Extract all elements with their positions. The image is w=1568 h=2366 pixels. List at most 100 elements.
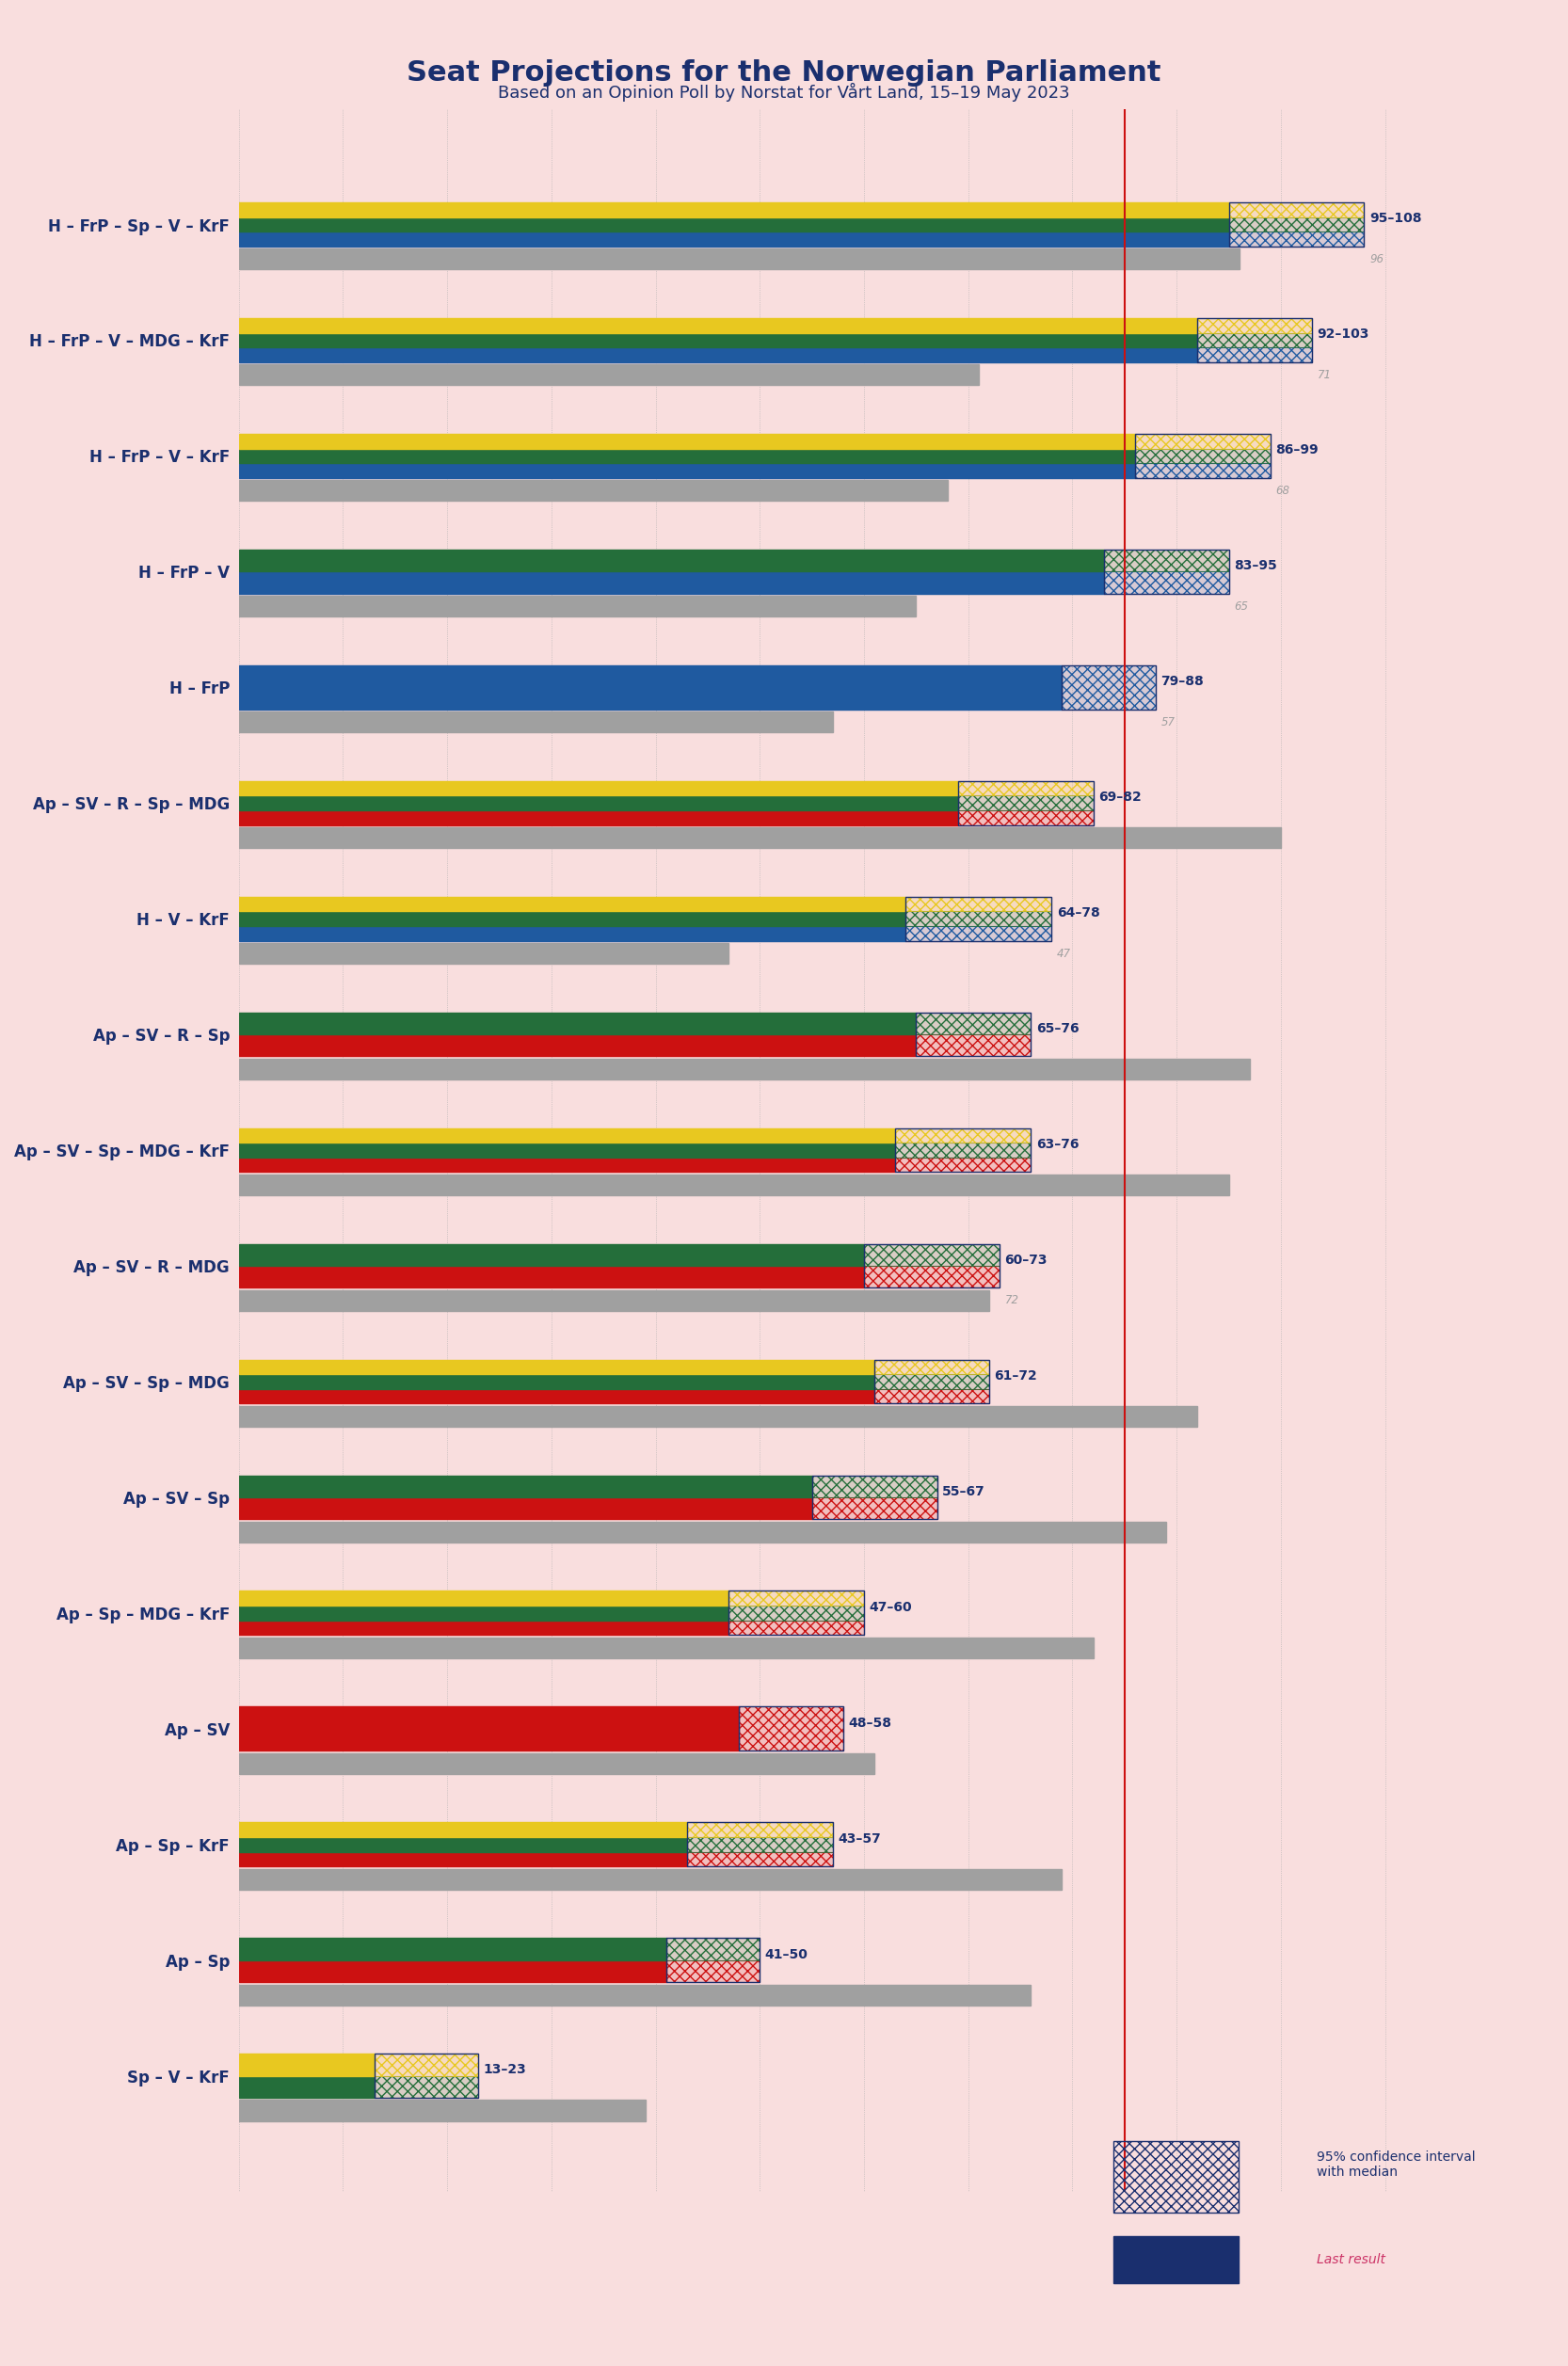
Bar — [895, 1157, 1030, 1171]
Bar — [895, 1129, 1030, 1171]
Bar — [1104, 549, 1229, 573]
Bar — [1104, 573, 1229, 594]
Bar — [895, 1143, 1030, 1157]
Bar — [238, 1476, 812, 1498]
Bar — [238, 1853, 687, 1867]
Bar — [238, 1706, 739, 1751]
Bar — [238, 317, 1198, 334]
Text: 68: 68 — [1276, 485, 1290, 497]
Bar — [1198, 348, 1312, 362]
Text: 57: 57 — [1160, 717, 1174, 729]
Bar — [1198, 317, 1312, 362]
Text: 95–108: 95–108 — [1369, 213, 1422, 225]
Text: Last result: Last result — [1317, 2252, 1386, 2267]
Bar — [238, 1129, 895, 1143]
Bar — [864, 1245, 999, 1287]
Bar — [916, 1013, 1030, 1055]
Bar — [238, 348, 1198, 362]
Bar — [238, 1621, 729, 1635]
Text: 13–23: 13–23 — [483, 2063, 527, 2077]
Bar — [238, 828, 1281, 847]
Bar — [238, 1058, 1250, 1079]
Bar — [1135, 464, 1270, 478]
Bar — [238, 1375, 875, 1389]
Bar — [666, 1938, 760, 1983]
Text: 76: 76 — [765, 1990, 779, 2002]
Bar — [238, 2054, 375, 2075]
Bar — [238, 1822, 687, 1836]
Bar — [958, 781, 1093, 826]
Bar — [1135, 450, 1270, 464]
Bar — [238, 1938, 666, 1959]
Bar — [1062, 665, 1156, 710]
Text: 92: 92 — [994, 1410, 1008, 1422]
Bar — [238, 809, 958, 826]
Bar — [1198, 317, 1312, 334]
Text: 60–73: 60–73 — [1005, 1254, 1047, 1266]
Bar — [238, 2075, 375, 2099]
Bar — [1229, 203, 1364, 246]
Bar — [812, 1476, 938, 1498]
Text: Based on an Opinion Poll by Norstat for Vårt Land, 15–19 May 2023: Based on an Opinion Poll by Norstat for … — [499, 83, 1069, 102]
Text: 96: 96 — [1369, 253, 1383, 265]
Bar — [906, 925, 1052, 942]
Bar — [375, 2054, 478, 2099]
Text: 82: 82 — [869, 1642, 883, 1654]
Bar — [729, 1607, 864, 1621]
Bar — [375, 2054, 478, 2075]
Bar — [238, 1521, 1167, 1543]
Bar — [238, 1143, 895, 1157]
Bar — [238, 1959, 666, 1983]
Bar — [238, 712, 833, 733]
Text: Seat Projections for the Norwegian Parliament: Seat Projections for the Norwegian Parli… — [406, 59, 1162, 88]
Bar — [375, 2075, 478, 2099]
Bar — [238, 665, 1062, 710]
Bar — [875, 1360, 989, 1375]
Bar — [238, 1245, 864, 1266]
Bar — [238, 1266, 864, 1287]
Bar — [812, 1476, 938, 1519]
Text: 65: 65 — [1234, 601, 1248, 613]
Bar — [875, 1375, 989, 1389]
Bar — [238, 1753, 875, 1774]
Bar — [238, 464, 1135, 478]
Text: 95% confidence interval
with median: 95% confidence interval with median — [1317, 2151, 1475, 2179]
Text: 71: 71 — [1317, 369, 1331, 381]
Bar — [238, 203, 1229, 218]
Bar — [916, 1034, 1030, 1055]
Text: 97: 97 — [1036, 1062, 1051, 1074]
Bar — [687, 1822, 833, 1867]
Bar — [666, 1938, 760, 1959]
Bar — [238, 781, 958, 795]
Text: 79: 79 — [837, 1874, 851, 1886]
Bar — [238, 1590, 729, 1607]
Text: 95: 95 — [1036, 1178, 1051, 1190]
Bar — [729, 1590, 864, 1635]
Text: 47–60: 47–60 — [869, 1599, 913, 1614]
Bar — [739, 1706, 844, 1751]
Bar — [238, 1157, 895, 1171]
Bar — [864, 1245, 999, 1266]
Text: 64–78: 64–78 — [1057, 906, 1099, 920]
Bar — [1062, 665, 1156, 710]
Bar — [812, 1498, 938, 1519]
Text: 55–67: 55–67 — [942, 1486, 985, 1498]
Bar — [739, 1706, 844, 1751]
Bar — [238, 480, 947, 502]
Bar — [729, 1590, 864, 1607]
Bar — [906, 911, 1052, 925]
Bar — [875, 1360, 989, 1403]
Text: 61–72: 61–72 — [994, 1370, 1038, 1382]
Bar — [1229, 232, 1364, 246]
Bar — [238, 573, 1104, 594]
Bar — [238, 897, 906, 911]
Bar — [906, 897, 1052, 911]
Bar — [238, 1034, 916, 1055]
Bar — [687, 1853, 833, 1867]
Bar — [238, 925, 906, 942]
Bar — [238, 1836, 687, 1853]
Bar — [238, 1174, 1229, 1195]
Bar — [238, 911, 906, 925]
Bar — [238, 1869, 1062, 1890]
Bar — [906, 897, 1052, 942]
